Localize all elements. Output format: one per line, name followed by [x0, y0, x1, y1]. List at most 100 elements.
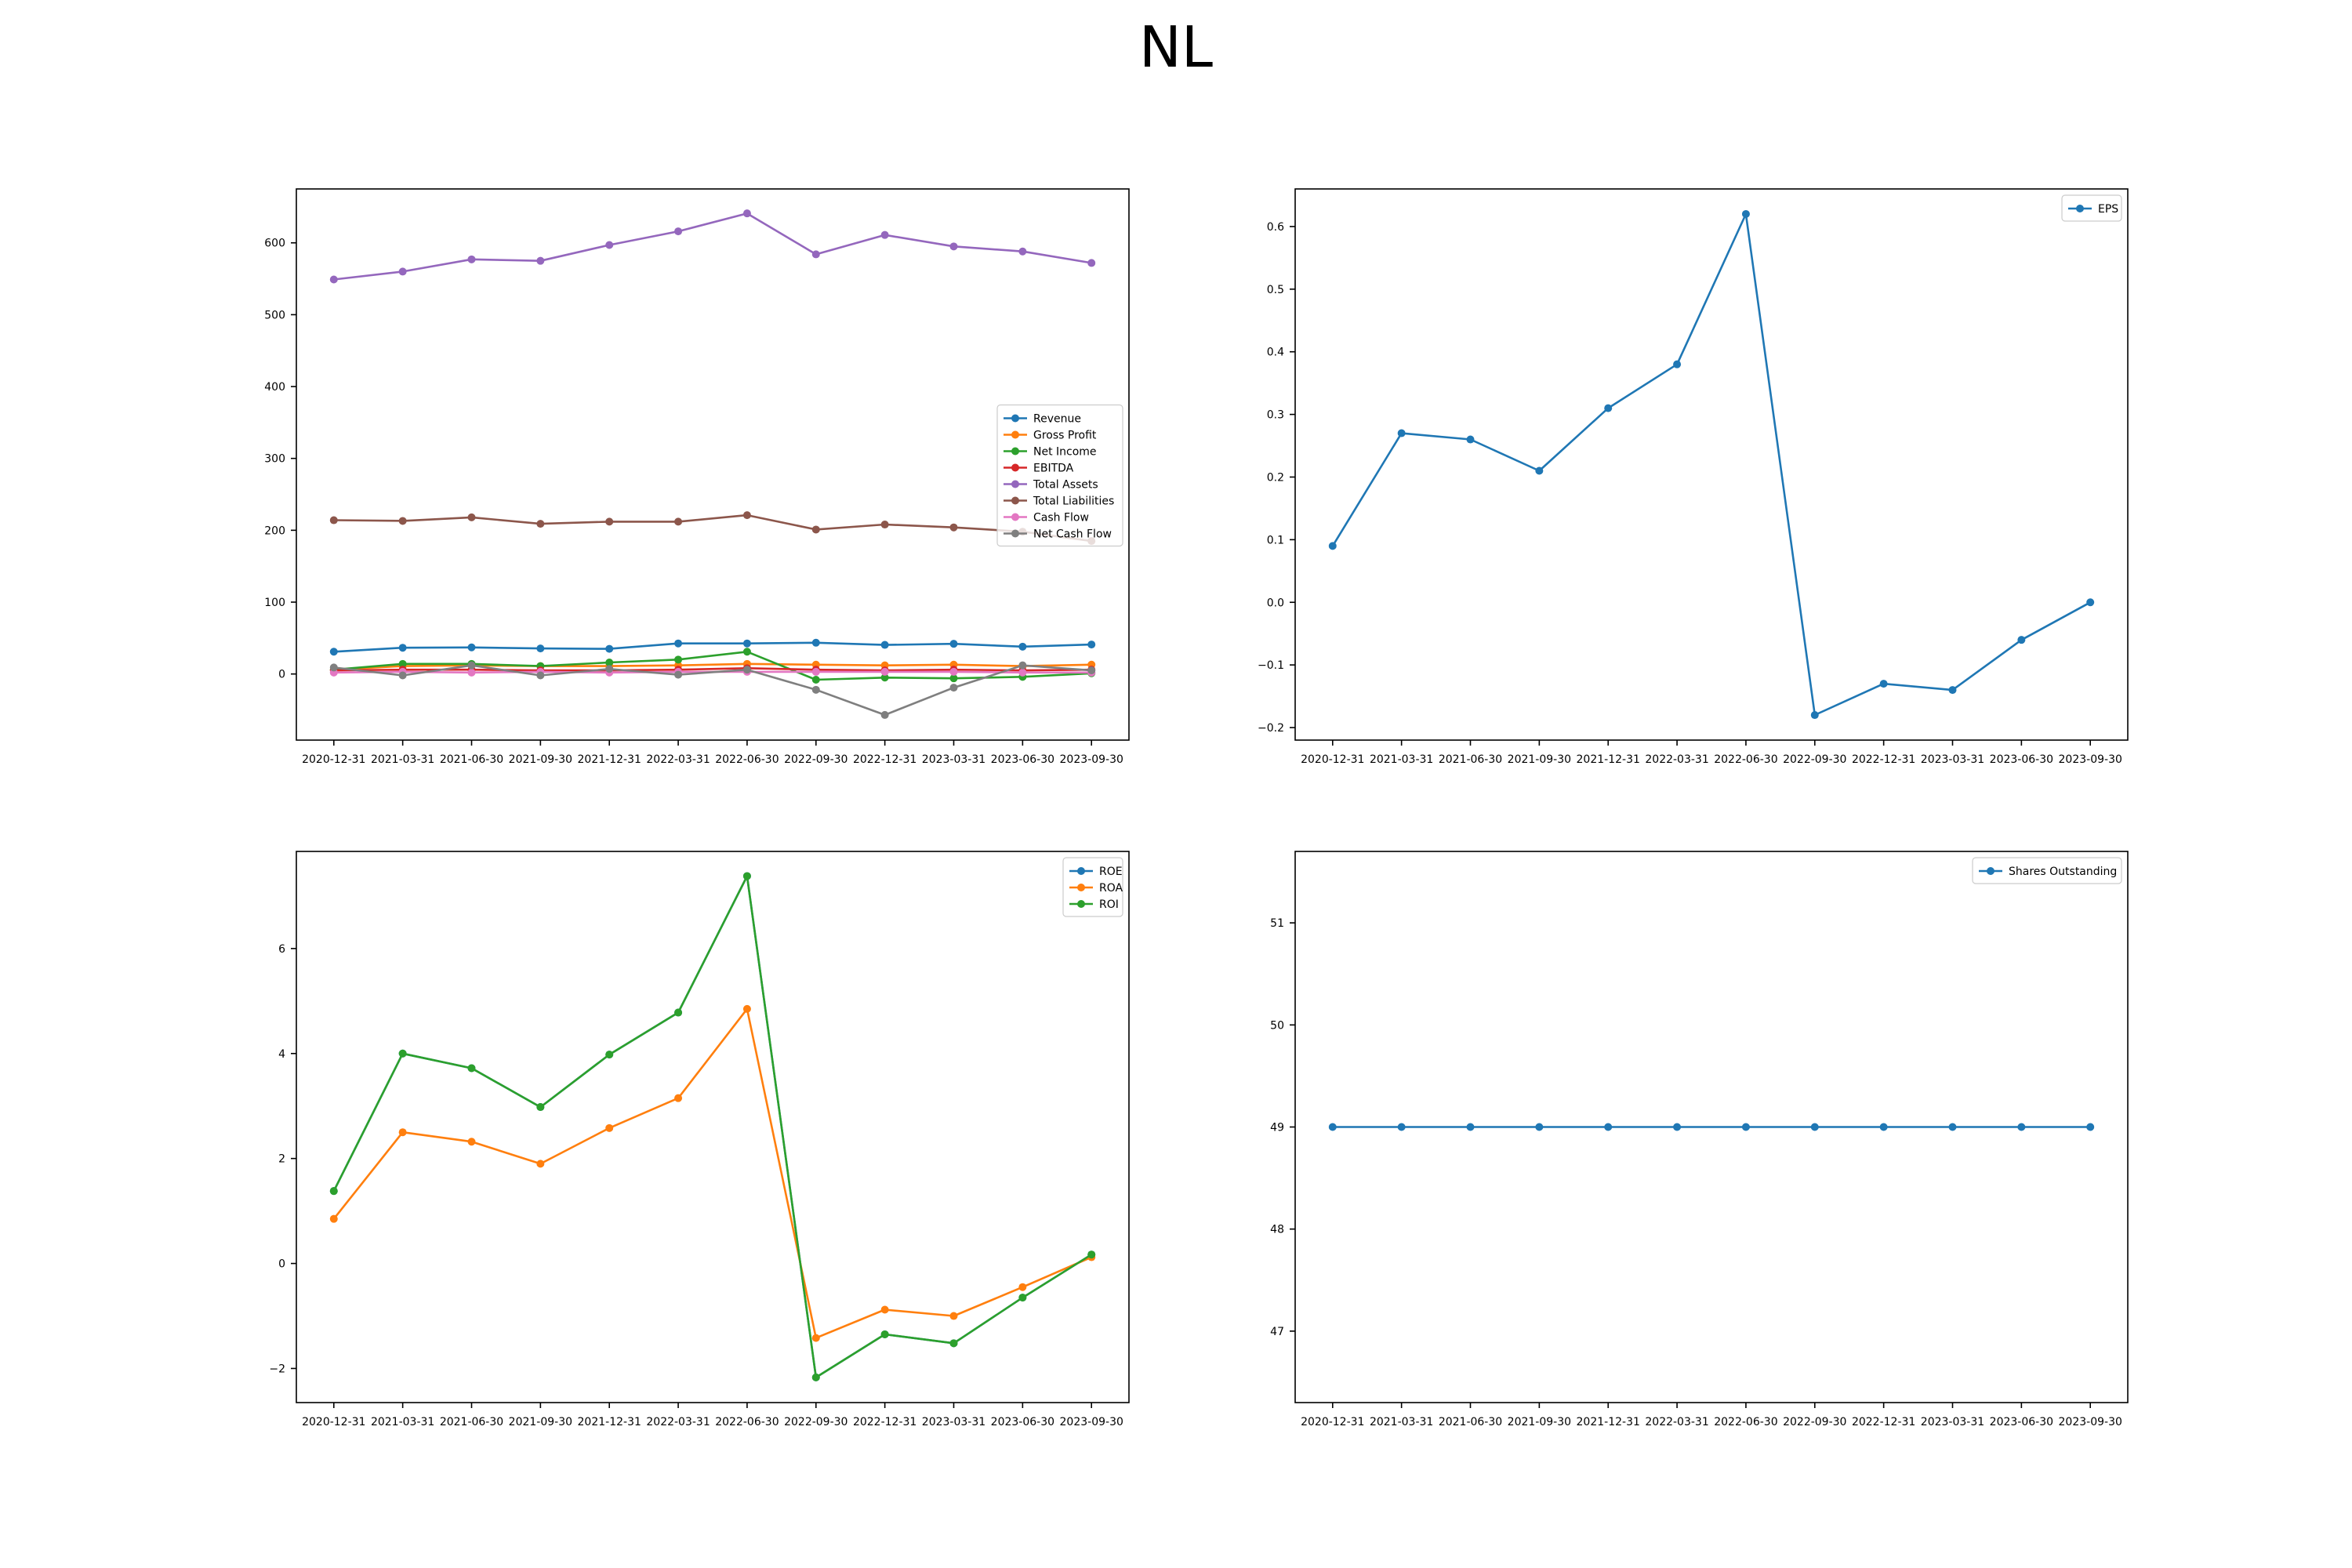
data-point [536, 520, 545, 528]
x-tick-label: 2021-03-31 [371, 1416, 434, 1428]
legend-label: EBITDA [1033, 463, 1074, 475]
x-tick-label: 2023-06-30 [991, 1416, 1054, 1428]
x-tick-label: 2021-03-31 [1370, 753, 1433, 766]
data-point [1018, 668, 1027, 677]
y-tick-label: −2 [269, 1363, 285, 1375]
data-point [329, 663, 338, 672]
legend-marker [1077, 884, 1085, 891]
data-point [398, 1128, 407, 1137]
x-tick-label: 2021-09-30 [1508, 753, 1571, 766]
x-tick-label: 2022-12-31 [853, 1416, 916, 1428]
data-point [398, 517, 407, 525]
data-point [949, 242, 958, 251]
data-point [811, 1334, 820, 1342]
x-tick-label: 2021-12-31 [578, 1416, 641, 1428]
x-tick-label: 2022-03-31 [646, 753, 710, 766]
y-tick-label: 0.4 [1267, 347, 1284, 359]
x-tick-label: 2023-06-30 [991, 753, 1054, 766]
legend: EPS [2061, 194, 2122, 222]
x-tick-label: 2021-03-31 [1370, 1416, 1433, 1428]
data-point [880, 667, 889, 676]
axes-frame [1294, 188, 2129, 741]
y-tick-label: 500 [264, 309, 285, 321]
data-point [1466, 1123, 1475, 1131]
y-tick-label: 0.2 [1267, 471, 1284, 484]
legend-marker [1011, 480, 1019, 488]
data-point [674, 639, 683, 648]
y-tick-label: 2 [278, 1153, 285, 1166]
legend-label: Total Assets [1033, 479, 1098, 492]
data-point [1535, 466, 1544, 475]
data-point [536, 256, 545, 265]
x-tick-label: 2020-12-31 [302, 1416, 365, 1428]
data-point [467, 255, 476, 263]
series-line-gross-profit [333, 662, 1092, 671]
series-line-eps [1331, 212, 2091, 717]
data-point [1466, 435, 1475, 444]
x-tick-label: 2022-06-30 [715, 1416, 779, 1428]
data-point [742, 511, 751, 520]
legend-marker [1011, 447, 1019, 456]
legend-label: ROA [1099, 882, 1123, 895]
data-point [1397, 429, 1406, 437]
data-point [674, 517, 683, 526]
data-point [467, 668, 476, 677]
data-point [329, 516, 338, 524]
data-point [949, 1339, 958, 1348]
x-tick-label: 2021-06-30 [440, 753, 503, 766]
figure-title: NL [1139, 14, 1213, 80]
data-point [467, 643, 476, 652]
data-point [398, 659, 407, 668]
data-point [674, 1008, 683, 1017]
legend-label: Net Cash Flow [1033, 528, 1112, 541]
data-point [880, 673, 889, 682]
data-point [605, 659, 614, 667]
y-tick-label: 4 [278, 1048, 285, 1061]
data-point [536, 1103, 545, 1112]
legend-marker [1987, 867, 1994, 875]
data-point [605, 1051, 614, 1059]
x-tick-label: 2021-12-31 [1577, 753, 1640, 766]
y-tick-label: 0.6 [1267, 221, 1284, 234]
x-tick-label: 2022-09-30 [1783, 753, 1846, 766]
x-tick-label: 2023-03-31 [922, 1416, 985, 1428]
legend-marker [1077, 867, 1085, 875]
data-point [329, 1214, 338, 1223]
x-tick-label: 2022-03-31 [1645, 1416, 1708, 1428]
data-point [1535, 1123, 1544, 1131]
x-tick-label: 2021-06-30 [1439, 753, 1502, 766]
data-point [811, 676, 820, 684]
x-tick-label: 2020-12-31 [302, 753, 365, 766]
data-point [1018, 247, 1027, 256]
legend-marker [1011, 463, 1019, 472]
data-point [398, 1049, 407, 1058]
series-line-ebitda [333, 666, 1092, 672]
legend-marker [1011, 513, 1019, 521]
data-point [2017, 1123, 2026, 1131]
data-point [742, 1004, 751, 1013]
data-point [1741, 1123, 1750, 1131]
y-tick-label: 0.3 [1267, 409, 1284, 422]
y-tick-label: 200 [264, 524, 285, 537]
legend-label: ROE [1099, 866, 1123, 878]
series-line-net-income [333, 650, 1092, 681]
data-point [605, 1123, 614, 1132]
x-tick-label: 2021-06-30 [440, 1416, 503, 1428]
x-tick-label: 2021-06-30 [1439, 1416, 1502, 1428]
x-tick-label: 2020-12-31 [1301, 1416, 1364, 1428]
data-point [2086, 598, 2095, 607]
data-point [467, 1064, 476, 1073]
data-point [605, 644, 614, 653]
y-tick-label: 0.5 [1267, 284, 1284, 296]
x-tick-label: 2021-09-30 [509, 1416, 572, 1428]
data-point [329, 648, 338, 656]
x-tick-label: 2023-09-30 [2059, 1416, 2122, 1428]
x-tick-label: 2021-12-31 [1577, 1416, 1640, 1428]
data-point [605, 241, 614, 249]
y-tick-label: 0 [278, 669, 285, 681]
y-tick-label: −0.2 [1258, 722, 1284, 735]
legend-label: Gross Profit [1033, 430, 1097, 442]
y-tick-label: 51 [1270, 917, 1284, 930]
x-tick-label: 2023-06-30 [1990, 753, 2053, 766]
x-tick-label: 2021-09-30 [509, 753, 572, 766]
